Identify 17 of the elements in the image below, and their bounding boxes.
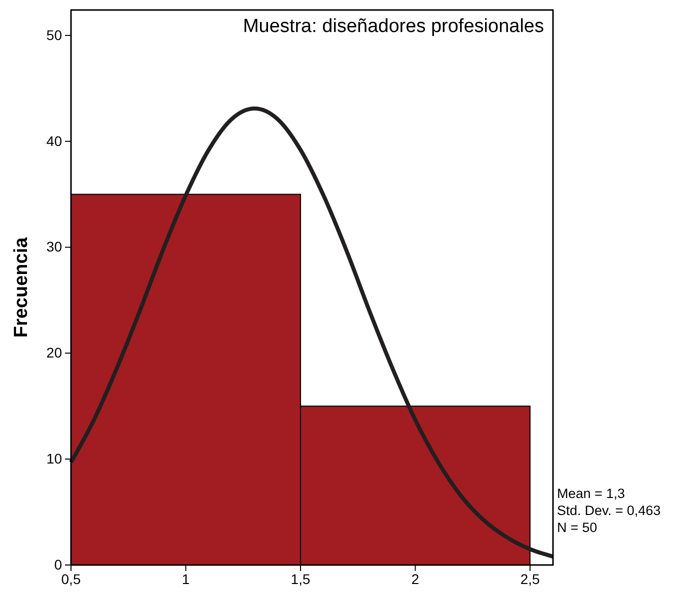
y-tick-label: 30 [46, 238, 62, 255]
x-tick-label: 1,5 [290, 570, 310, 587]
y-tick-label: 0 [54, 556, 62, 572]
y-tick-label: 40 [46, 132, 62, 149]
y-tick-label: 10 [46, 450, 62, 467]
y-tick-label: 50 [46, 26, 62, 43]
y-axis-title: Frecuencia [11, 236, 32, 338]
chart-title: Muestra: diseñadores profesionales [242, 16, 544, 37]
line-series [69, 106, 555, 559]
y-tick-label: 20 [46, 344, 62, 361]
x-tick-label: 1 [182, 570, 190, 587]
text: N = 50 [557, 520, 598, 535]
text: Mean = 1,3 [557, 486, 625, 501]
x-tick-label: 2,5 [520, 570, 540, 587]
x-tick-label: 0,5 [61, 570, 81, 587]
text: Std. Dev. = 0,463 [557, 503, 661, 518]
x-tick-label: 2 [411, 570, 420, 587]
